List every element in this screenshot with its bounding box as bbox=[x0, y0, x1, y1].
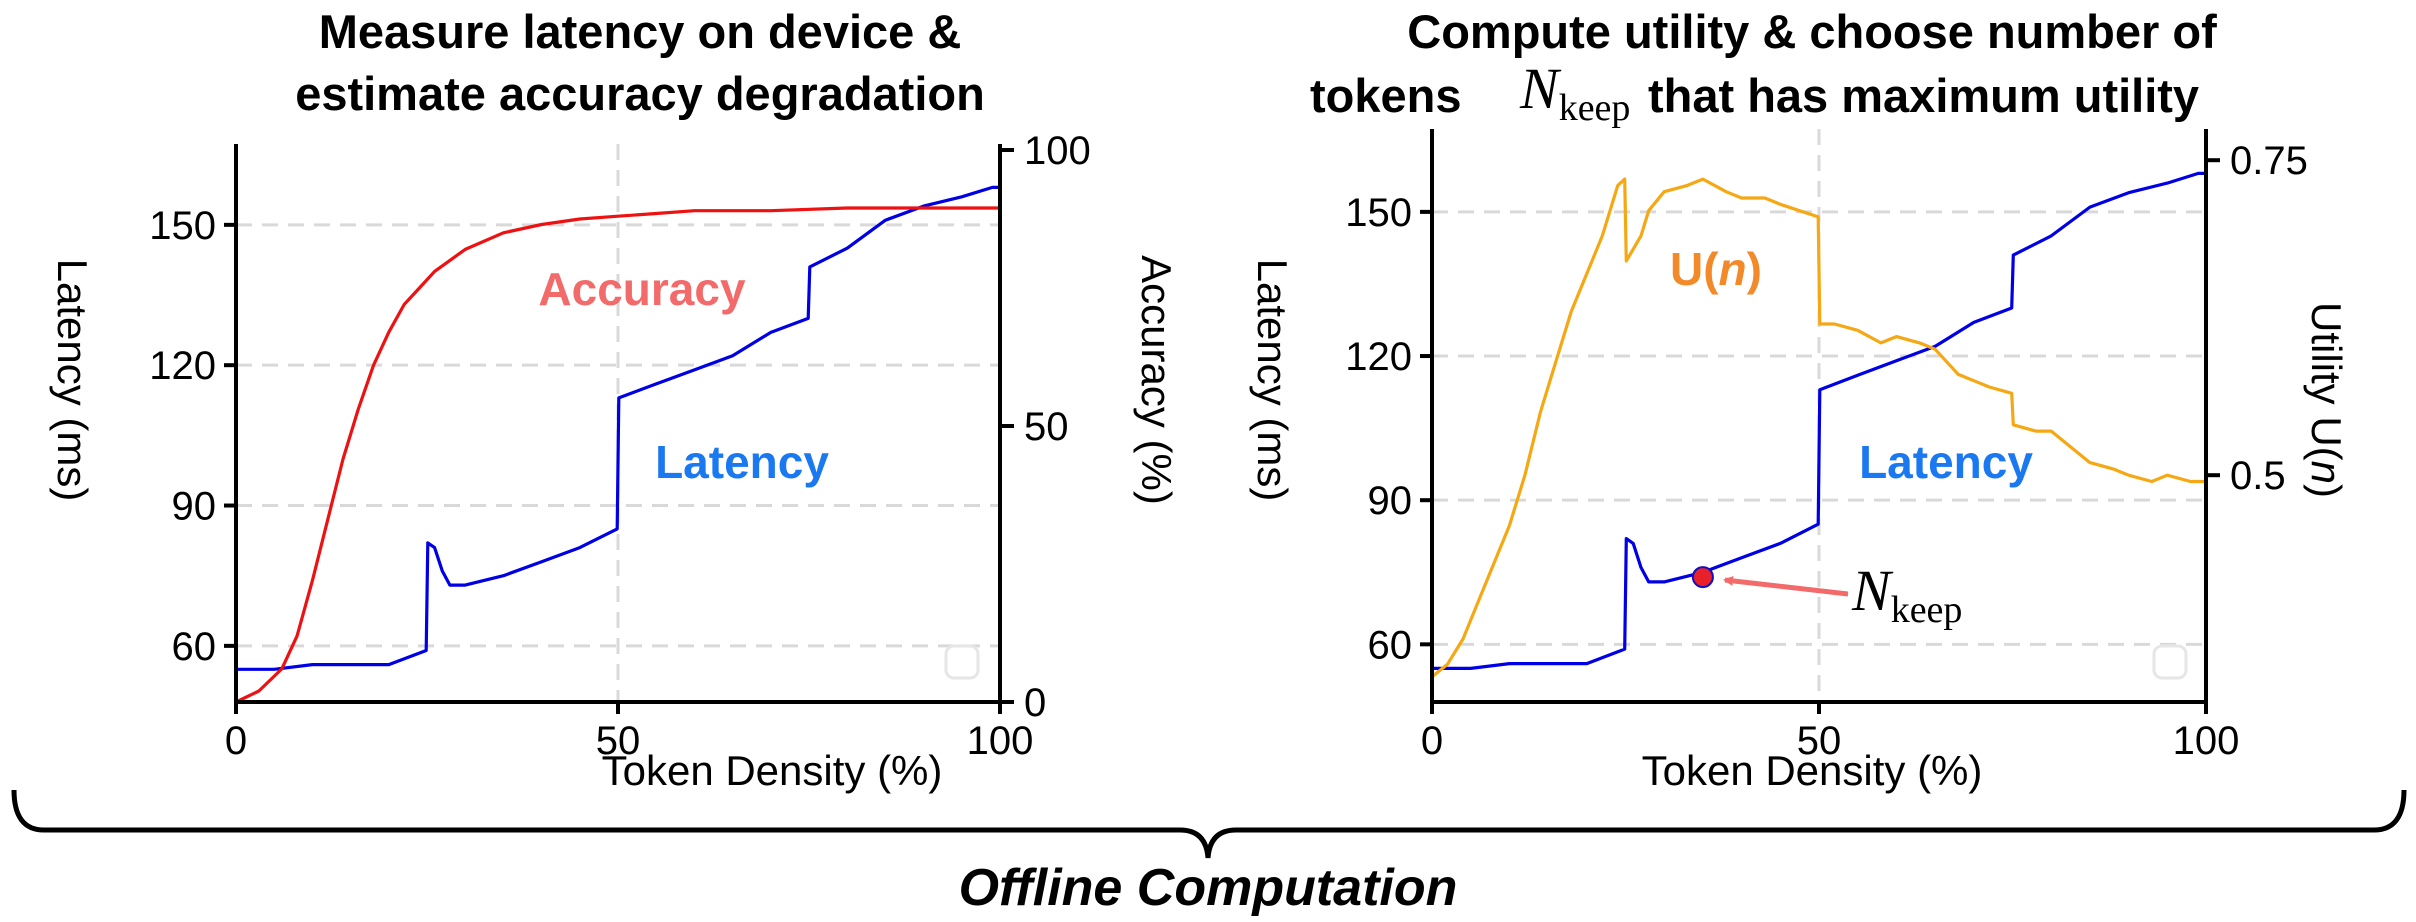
right-series-group bbox=[1430, 171, 2206, 679]
nkeep-annotation: Nkeep bbox=[1723, 558, 1962, 631]
right-utility-line bbox=[1430, 177, 2206, 679]
title-nkeep-symbol: Nkeep bbox=[1519, 56, 1630, 129]
left-rtick-label-1: 50 bbox=[1024, 405, 1069, 449]
right-x-axis-label: Token Density (%) bbox=[1642, 747, 1983, 794]
left-x-axis-label: Token Density (%) bbox=[602, 747, 943, 794]
latency-accuracy-chart: Measure latency on device & estimate acc… bbox=[49, 5, 1180, 794]
utility-annotation: U(n) bbox=[1670, 243, 1762, 295]
utility-axis-label-var: n bbox=[2303, 461, 2350, 484]
right-title-line1: Compute utility & choose number of bbox=[1407, 5, 2217, 58]
left-gridlines bbox=[236, 144, 1000, 702]
left-xtick-label-100: 100 bbox=[967, 719, 1034, 763]
left-series-group bbox=[235, 185, 1000, 704]
right-ytick-label-150: 150 bbox=[1345, 191, 1412, 235]
left-ytick-label-60: 60 bbox=[172, 625, 217, 669]
utility-annotation-pre: U( bbox=[1670, 243, 1719, 295]
left-latency-line bbox=[236, 185, 1000, 671]
left-ytick-label-150: 150 bbox=[149, 204, 216, 248]
left-y-axis-label: Latency (ms) bbox=[49, 259, 96, 502]
left-xtick-label-50: 50 bbox=[596, 719, 641, 763]
nkeep-label-N: N bbox=[1851, 558, 1894, 623]
left-tick-labels: 0 50 100 60 90 120 150 0 50 100 bbox=[149, 129, 1091, 763]
right-axes bbox=[1420, 129, 2220, 714]
right-xtick-label-0: 0 bbox=[1421, 719, 1443, 763]
right-title-line2-pre: tokens bbox=[1310, 69, 1462, 122]
left-xtick-label-0: 0 bbox=[225, 719, 247, 763]
utility-axis-label-post: ) bbox=[2303, 484, 2350, 498]
right-y-axis-label: Latency (ms) bbox=[1249, 259, 1296, 502]
right-rtick-label-1: 0.75 bbox=[2230, 139, 2308, 183]
left-accuracy-line bbox=[235, 206, 1000, 704]
right-latency-line bbox=[1432, 171, 2206, 671]
left-axes bbox=[224, 144, 1014, 714]
utility-axis-label-pre: Utility U( bbox=[2303, 302, 2350, 461]
right-ytick-label-120: 120 bbox=[1345, 335, 1412, 379]
right-empty-legend-box bbox=[2152, 644, 2188, 680]
nkeep-label: Nkeep bbox=[1851, 558, 1962, 631]
footer-caption: Offline Computation bbox=[959, 859, 1458, 917]
left-right-axis-label: Accuracy (%) bbox=[1133, 255, 1180, 505]
right-title-line2-post: that has maximum utility bbox=[1648, 69, 2199, 122]
left-rtick-label-2: 100 bbox=[1024, 129, 1091, 173]
right-tick-labels: 0 50 100 60 90 120 150 0.5 0.75 bbox=[1345, 139, 2308, 763]
left-rtick-label-0: 0 bbox=[1024, 681, 1046, 725]
utility-annotation-post: ) bbox=[1747, 243, 1762, 295]
title-nkeep-sub: keep bbox=[1559, 87, 1631, 129]
left-title-line1: Measure latency on device & bbox=[319, 5, 962, 58]
nkeep-label-sub: keep bbox=[1891, 589, 1963, 631]
utility-axis-label: Utility U(n) bbox=[2303, 302, 2350, 498]
right-rtick-label-0: 0.5 bbox=[2230, 454, 2286, 498]
utility-annotation-var: n bbox=[1719, 243, 1747, 295]
right-ytick-label-60: 60 bbox=[1368, 623, 1413, 667]
right-latency-annotation: Latency bbox=[1859, 436, 2033, 488]
nkeep-marker bbox=[1691, 566, 1714, 589]
latency-utility-chart: Compute utility & choose number of token… bbox=[1249, 5, 2350, 794]
left-ytick-label-120: 120 bbox=[149, 344, 216, 388]
left-title-line2: estimate accuracy degradation bbox=[295, 67, 985, 120]
accuracy-annotation: Accuracy bbox=[538, 263, 746, 315]
right-xtick-label-50: 50 bbox=[1797, 719, 1842, 763]
left-empty-legend-box bbox=[944, 644, 980, 680]
curly-brace bbox=[11, 789, 2407, 859]
nkeep-arrow bbox=[1723, 575, 1849, 597]
left-latency-annotation: Latency bbox=[655, 436, 829, 488]
right-ytick-label-90: 90 bbox=[1368, 479, 1413, 523]
left-ytick-label-90: 90 bbox=[172, 485, 217, 529]
right-xtick-label-100: 100 bbox=[2173, 719, 2240, 763]
title-nkeep-N: N bbox=[1519, 56, 1562, 121]
